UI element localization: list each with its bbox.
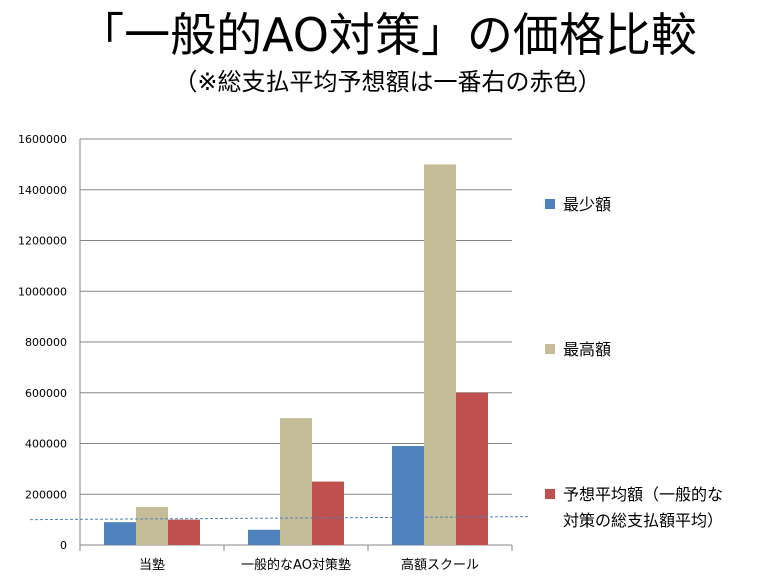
legend-label-min: 最少額 <box>563 195 612 214</box>
y-tick-label: 0 <box>60 539 67 552</box>
bar <box>168 519 200 545</box>
bar <box>104 522 136 545</box>
x-category-label: 当塾 <box>139 557 165 573</box>
y-tick-label: 1400000 <box>18 184 67 197</box>
bar <box>424 164 456 545</box>
y-tick-label: 800000 <box>25 336 67 349</box>
x-category-label: 一般的なAO対策塾 <box>241 557 351 573</box>
reference-dashed-line <box>29 516 529 521</box>
y-tick-label: 1200000 <box>18 235 67 248</box>
axis-labels: 0 200000 400000 600000 800000 1000000 1200000 1… <box>18 133 479 573</box>
y-tick-label: 1600000 <box>18 133 67 146</box>
bar <box>248 529 280 545</box>
bar <box>280 418 312 545</box>
legend-item-max: 最高額 <box>545 337 611 363</box>
page-subtitle: （※総支払平均予想額は一番右の赤色） <box>173 68 602 96</box>
legend-swatch-min <box>545 198 555 209</box>
y-tick-label: 400000 <box>25 438 67 451</box>
legend-swatch-max <box>545 343 555 354</box>
legend-label-avg: 予想平均額（一般的な 対策の総支払額平均） <box>563 485 724 530</box>
legend-swatch-avg <box>545 488 555 499</box>
legend-label-max: 最高額 <box>563 340 612 359</box>
reference-line <box>29 516 529 521</box>
y-tick-label: 600000 <box>25 387 67 400</box>
bar <box>136 506 168 545</box>
y-tick-label: 1000000 <box>18 285 67 298</box>
bar <box>312 481 344 545</box>
bar <box>392 446 424 545</box>
y-tick-label: 200000 <box>25 488 67 501</box>
legend-item-avg: 予想平均額（一般的な 対策の総支払額平均） <box>545 482 723 534</box>
bars <box>104 164 488 545</box>
legend-item-min: 最少額 <box>545 192 611 218</box>
x-category-label: 高額スクール <box>401 557 479 573</box>
bar <box>456 392 488 545</box>
page-title: 「一般的AO対策」の価格比較 <box>78 8 697 62</box>
